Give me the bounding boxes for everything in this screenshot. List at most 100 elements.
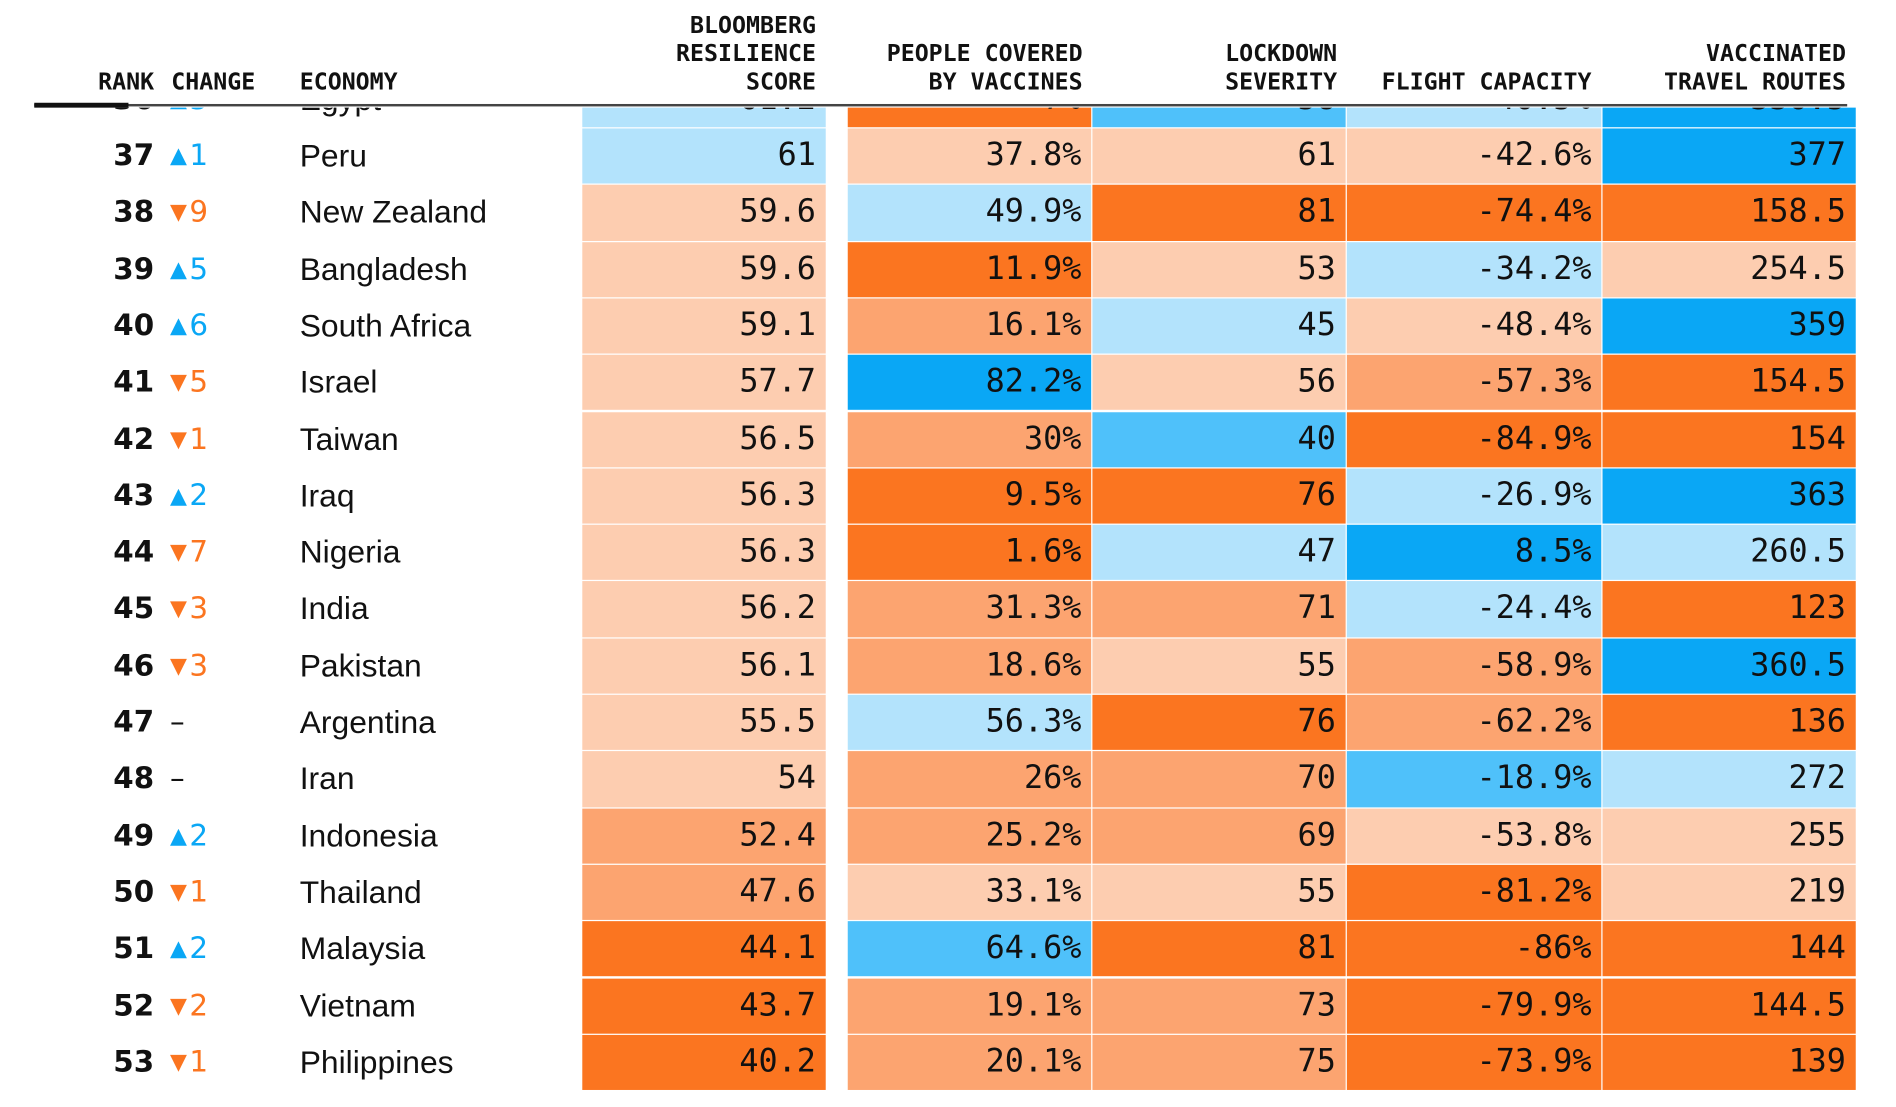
cell-lockdown: 53 <box>1092 241 1346 298</box>
rank-value: 43 <box>113 478 155 513</box>
cell-flight: -46.5% <box>1346 107 1602 128</box>
cell-lockdown: 76 <box>1092 468 1346 524</box>
economy-name: Iran <box>299 760 355 797</box>
economy-name: Taiwan <box>299 420 399 457</box>
cell-vaccines: 49.9% <box>847 185 1092 241</box>
change-indicator: ▼ 2 <box>170 978 208 1033</box>
cell-score: 44.1 <box>582 921 826 977</box>
rank-value: 39 <box>113 251 155 286</box>
cell-score: 56.3 <box>582 468 826 524</box>
change-indicator: ▲ 1 <box>170 128 208 183</box>
cell-flight: -53.8% <box>1346 808 1602 864</box>
rank-value: 42 <box>113 421 155 456</box>
arrow-up-icon: ▲ <box>170 482 187 509</box>
header-vaccines: PEOPLE COVERED BY VACCINES <box>886 40 1083 96</box>
header-change: CHANGE <box>171 68 256 96</box>
economy-name: Pakistan <box>299 646 422 684</box>
cell-score: 56.2 <box>582 581 826 637</box>
change-value: 2 <box>189 987 209 1023</box>
cell-lockdown: 76 <box>1092 694 1346 751</box>
cell-flight: -57.3% <box>1346 354 1602 411</box>
cell-vaccines: 9.5% <box>847 468 1092 524</box>
economy-name: Nigeria <box>299 533 401 571</box>
change-indicator: ▼ 1 <box>170 1035 208 1090</box>
arrow-down-icon: ▼ <box>170 652 187 679</box>
cell-routes: 363 <box>1602 468 1856 524</box>
change-value: 2 <box>189 478 209 513</box>
cell-score: 54 <box>582 751 826 807</box>
cell-score: 47.6 <box>582 864 826 921</box>
cell-routes: 144 <box>1602 921 1856 977</box>
change-value: 1 <box>189 874 209 909</box>
change-value: 9 <box>189 194 209 230</box>
cell-vaccines: 16.1% <box>847 298 1092 354</box>
change-value: 6 <box>189 308 209 343</box>
economy-name: India <box>299 590 369 627</box>
cell-flight: -62.2% <box>1346 694 1602 751</box>
cell-routes: 123 <box>1602 581 1856 637</box>
arrow-down-icon: ▼ <box>170 426 187 453</box>
cell-score: 61 <box>582 128 826 184</box>
header-routes: VACCINATED TRAVEL ROUTES <box>1664 40 1846 96</box>
cell-vaccines: 31.3% <box>847 581 1092 637</box>
change-indicator: – <box>170 751 185 806</box>
cell-score: 57.7 <box>582 354 826 411</box>
header-divider <box>34 103 1848 107</box>
economy-name: New Zealand <box>299 193 488 231</box>
rank-value: 36 <box>32 108 154 128</box>
cell-score: 52.4 <box>582 808 826 864</box>
economy-name: Bangladesh <box>299 250 468 287</box>
change-indicator: ▼ 3 <box>170 582 208 637</box>
cell-flight: -74.4% <box>1346 185 1602 241</box>
cell-flight: -58.9% <box>1346 638 1602 694</box>
arrow-down-icon: ▼ <box>170 1049 187 1076</box>
rank-value: 52 <box>113 987 155 1023</box>
arrow-up-icon: ▲ <box>170 313 187 339</box>
cell-routes: 139 <box>1602 1034 1856 1091</box>
header-flight: FLIGHT CAPACITY <box>1381 68 1592 96</box>
arrow-up-icon: ▲ <box>170 143 187 169</box>
economy-name: Iraq <box>299 476 355 514</box>
cell-score: 43.7 <box>582 978 826 1034</box>
cell-lockdown: 58 <box>1092 107 1346 128</box>
change-value: 1 <box>189 1044 209 1079</box>
change-value: 3 <box>189 647 209 683</box>
arrow-down-icon: ▼ <box>170 369 187 396</box>
sort-indicator <box>34 102 129 108</box>
cell-lockdown: 45 <box>1092 298 1346 354</box>
cell-score: 59.1 <box>582 298 826 354</box>
cell-lockdown: 69 <box>1092 808 1346 864</box>
rank-value: 41 <box>113 364 155 400</box>
change-indicator: ▼ 5 <box>170 355 208 410</box>
change-value: 2 <box>189 817 209 853</box>
economy-name: Egypt <box>300 108 381 128</box>
cell-vaccines: 18.6% <box>847 638 1092 694</box>
economy-name: Peru <box>299 137 367 174</box>
cell-lockdown: 40 <box>1092 411 1346 468</box>
economy-name: Israel <box>299 363 378 401</box>
cell-lockdown: 61 <box>1092 128 1346 184</box>
cell-vaccines: 19.1% <box>847 978 1092 1034</box>
cell-flight: -48.4% <box>1346 298 1602 354</box>
header-lockdown: LOCKDOWN SEVERITY <box>1225 40 1338 96</box>
arrow-down-icon: ▼ <box>170 539 187 566</box>
cell-vaccines: 11.9% <box>847 241 1092 298</box>
rank-value: 44 <box>113 534 155 569</box>
cell-lockdown: 81 <box>1092 921 1346 977</box>
cell-routes: 158.5 <box>1602 185 1856 241</box>
cell-score: 59.6 <box>582 241 826 298</box>
change-value: 1 <box>189 138 209 173</box>
cell-vaccines: 33.1% <box>847 864 1092 921</box>
cell-flight: -24.4% <box>1346 581 1602 637</box>
cell-vaccines: 25.2% <box>847 808 1092 864</box>
cell-flight: -34.2% <box>1346 241 1602 298</box>
cell-score: 59.6 <box>582 185 826 241</box>
cell-vaccines: 7% <box>847 107 1092 128</box>
economy-name: Indonesia <box>299 816 438 854</box>
rank-value: 37 <box>113 138 155 173</box>
table-body: 61.27%58-46.5%336.536▲3Egypt6137.8%61-42… <box>0 107 1896 1093</box>
change-value: 3 <box>189 108 208 116</box>
change-indicator: ▲ 2 <box>170 808 208 863</box>
arrow-down-icon: ▼ <box>170 596 187 622</box>
arrow-down-icon: ▼ <box>170 992 187 1019</box>
